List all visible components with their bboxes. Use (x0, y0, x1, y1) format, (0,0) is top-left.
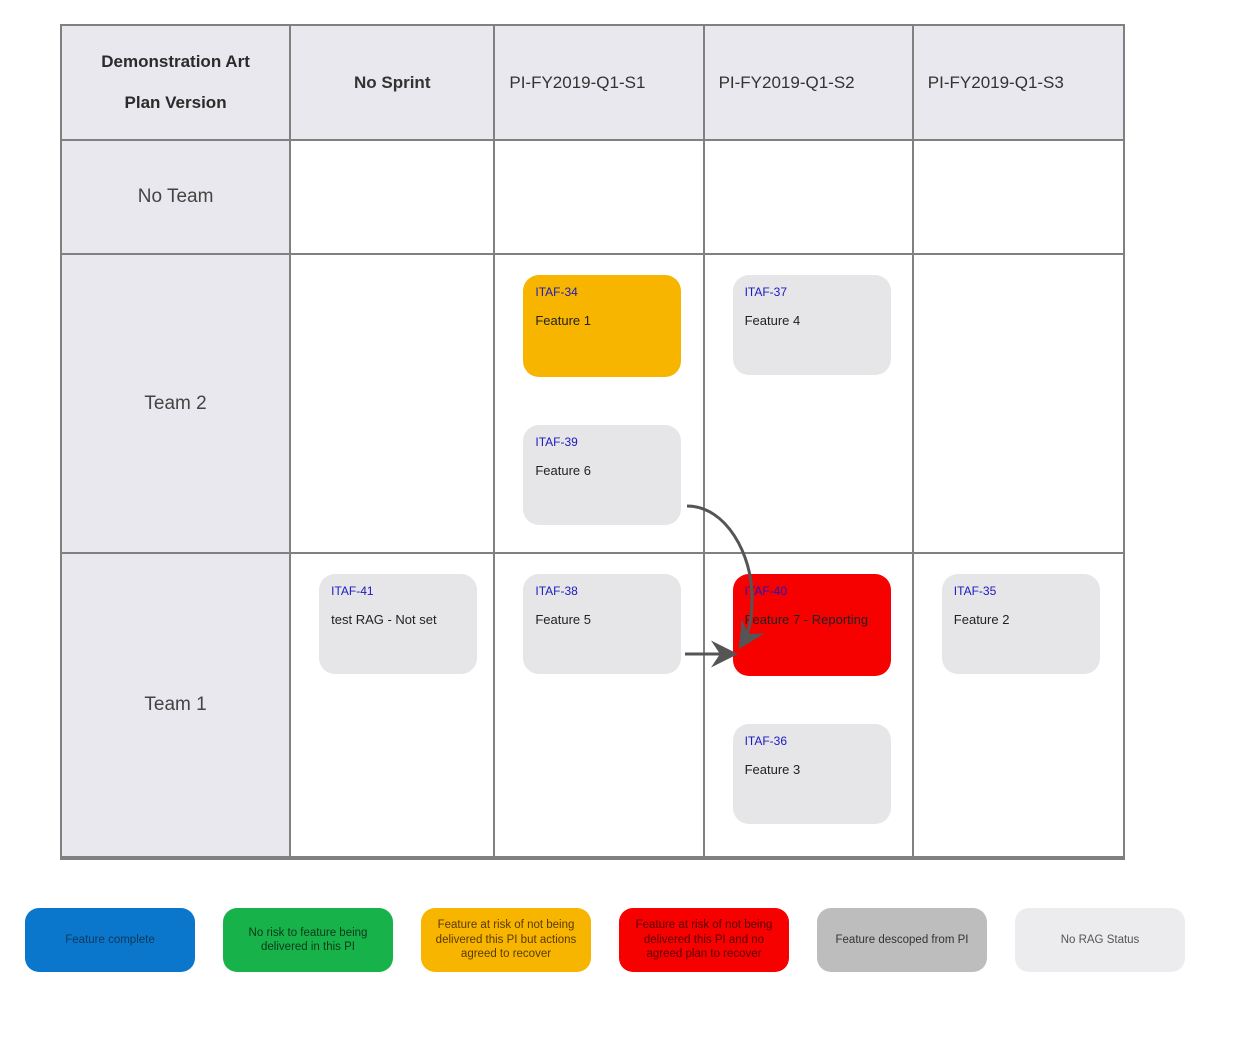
header-col-s2: PI-FY2019-Q1-S2 (705, 26, 914, 139)
feature-id-link[interactable]: ITAF-36 (745, 734, 879, 748)
legend-label: Feature at risk of not being delivered t… (431, 918, 581, 961)
header-col-no-sprint: No Sprint (291, 26, 495, 139)
feature-id-link[interactable]: ITAF-34 (535, 285, 669, 299)
feature-card[interactable]: ITAF-35 Feature 2 (942, 574, 1100, 674)
feature-card[interactable]: ITAF-34 Feature 1 (523, 275, 681, 377)
legend-item: Feature at risk of not being delivered t… (619, 908, 789, 972)
team-row-team-1: Team 1 ITAF-41 test RAG - Not set ITAF-38… (62, 554, 1123, 858)
feature-card[interactable]: ITAF-40 Feature 7 - Reporting (733, 574, 891, 676)
rag-legend: Feature complete No risk to feature being… (25, 908, 1185, 972)
feature-id-link[interactable]: ITAF-37 (745, 285, 879, 299)
team-label: Team 2 (144, 393, 206, 415)
feature-title: test RAG - Not set (331, 612, 436, 627)
header-col-s1: PI-FY2019-Q1-S1 (495, 26, 704, 139)
legend-item: No RAG Status (1015, 908, 1185, 972)
board-cell (705, 141, 914, 253)
header-title-line2: Plan Version (125, 83, 227, 124)
team-label: No Team (138, 186, 214, 208)
legend-label: Feature descoped from PI (836, 933, 969, 947)
feature-id-link[interactable]: ITAF-38 (535, 584, 669, 598)
feature-card[interactable]: ITAF-39 Feature 6 (523, 425, 681, 525)
team-row-no-team: No Team (62, 141, 1123, 255)
header-title-cell: Demonstration Art Plan Version (62, 26, 291, 139)
sprint-label: No Sprint (301, 73, 483, 93)
legend-label: No risk to feature being delivered in th… (233, 926, 383, 955)
feature-card[interactable]: ITAF-37 Feature 4 (733, 275, 891, 375)
feature-id-link[interactable]: ITAF-40 (745, 584, 879, 598)
feature-id-link[interactable]: ITAF-39 (535, 435, 669, 449)
team-label-cell: Team 2 (62, 255, 291, 552)
feature-title: Feature 6 (535, 463, 591, 478)
board-cell: ITAF-34 Feature 1 ITAF-39 Feature 6 (495, 255, 704, 552)
sprint-label: PI-FY2019-Q1-S1 (505, 73, 692, 93)
board-cell (291, 255, 495, 552)
board-cell: ITAF-35 Feature 2 (914, 554, 1123, 856)
board-cell: ITAF-37 Feature 4 (705, 255, 914, 552)
header-title-line1: Demonstration Art (101, 42, 250, 83)
board-cell (291, 141, 495, 253)
legend-label: Feature complete (65, 933, 155, 947)
legend-label: No RAG Status (1061, 933, 1140, 947)
board-cell (495, 141, 704, 253)
feature-card[interactable]: ITAF-38 Feature 5 (523, 574, 681, 674)
board-cell: ITAF-38 Feature 5 (495, 554, 704, 856)
board-cell: ITAF-41 test RAG - Not set (291, 554, 495, 856)
legend-item: Feature descoped from PI (817, 908, 987, 972)
feature-card[interactable]: ITAF-36 Feature 3 (733, 724, 891, 824)
header-row: Demonstration Art Plan Version No Sprint… (62, 26, 1123, 141)
team-label: Team 1 (144, 694, 206, 716)
legend-item: Feature complete (25, 908, 195, 972)
feature-title: Feature 1 (535, 313, 591, 328)
feature-title: Feature 4 (745, 313, 801, 328)
feature-card[interactable]: ITAF-41 test RAG - Not set (319, 574, 477, 674)
sprint-label: PI-FY2019-Q1-S2 (715, 73, 902, 93)
legend-item: Feature at risk of not being delivered t… (421, 908, 591, 972)
feature-title: Feature 7 - Reporting (745, 612, 869, 627)
feature-title: Feature 2 (954, 612, 1010, 627)
feature-title: Feature 5 (535, 612, 591, 627)
board-cell (914, 141, 1123, 253)
team-row-team-2: Team 2 ITAF-34Feature 1ITAF-39Feature 6 … (62, 255, 1123, 554)
feature-id-link[interactable]: ITAF-35 (954, 584, 1088, 598)
feature-id-link[interactable]: ITAF-41 (331, 584, 465, 598)
sprint-label: PI-FY2019-Q1-S3 (924, 73, 1113, 93)
board-cell: ITAF-40 Feature 7 - Reporting ITAF-36 Featu… (705, 554, 914, 856)
board-cell (914, 255, 1123, 552)
team-label-cell: No Team (62, 141, 291, 253)
team-label-cell: Team 1 (62, 554, 291, 856)
legend-label: Feature at risk of not being delivered t… (629, 918, 779, 961)
legend-item: No risk to feature being delivered in th… (223, 908, 393, 972)
feature-title: Feature 3 (745, 762, 801, 777)
header-col-s3: PI-FY2019-Q1-S3 (914, 26, 1123, 139)
pi-board: Demonstration Art Plan Version No Sprint… (60, 24, 1125, 860)
